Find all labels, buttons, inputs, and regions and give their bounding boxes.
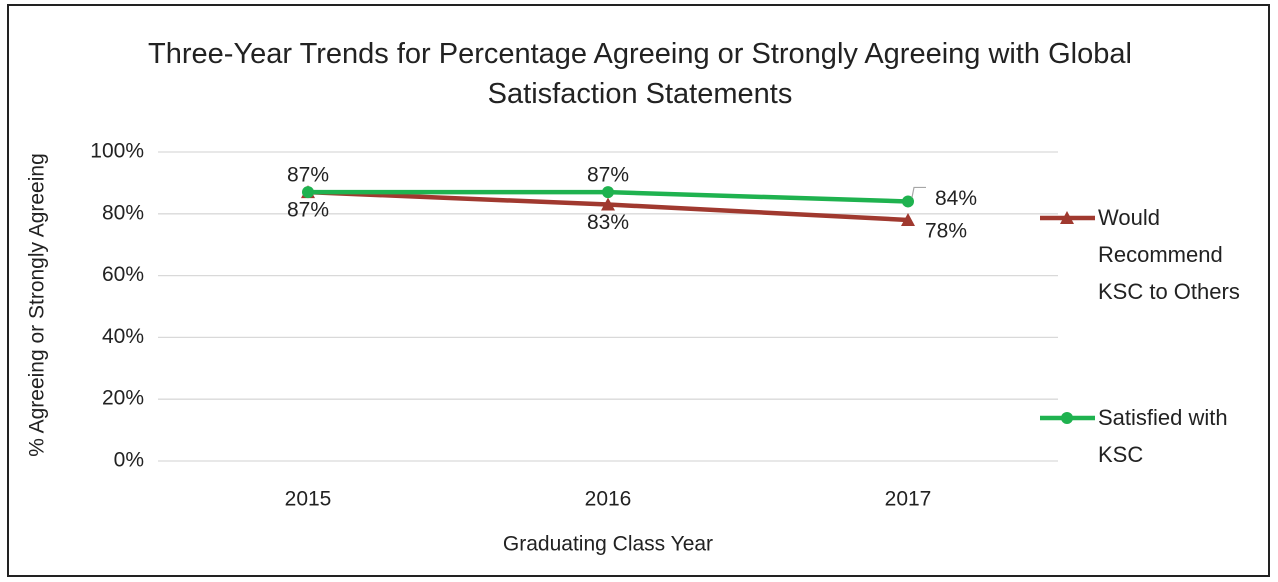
leader-line — [911, 186, 926, 198]
data-label: 83% — [587, 211, 629, 234]
y-tick-label: 100% — [90, 140, 144, 163]
y-axis-label: % Agreeing or Strongly Agreeing — [26, 153, 49, 457]
data-label: 87% — [287, 199, 329, 222]
x-tick-label: 2016 — [585, 488, 632, 511]
data-point — [601, 197, 615, 211]
y-tick-label: 60% — [102, 263, 144, 286]
x-tick-label: 2017 — [885, 488, 932, 511]
data-label: 87% — [587, 164, 629, 187]
data-label: 87% — [287, 164, 329, 187]
y-tick-label: 0% — [114, 449, 144, 472]
chart-title: Three-Year Trends for Percentage Agreein… — [148, 38, 1132, 110]
data-label: 78% — [925, 220, 967, 243]
y-tick-label: 20% — [102, 387, 144, 410]
y-tick-label: 40% — [102, 325, 144, 348]
x-tick-label: 2015 — [285, 488, 332, 511]
legend-marker — [1060, 211, 1074, 224]
legend-label: Would Recommend KSC to Others — [1098, 205, 1240, 304]
data-point — [902, 195, 914, 208]
data-point — [602, 186, 614, 199]
x-axis-label: Graduating Class Year — [503, 533, 713, 556]
data-point — [901, 212, 915, 226]
data-label: 84% — [935, 187, 977, 210]
chart-border — [7, 4, 1270, 577]
legend-marker — [1061, 412, 1073, 424]
data-point — [302, 186, 314, 199]
y-tick-label: 80% — [102, 201, 144, 224]
legend-label: Satisfied with KSC — [1098, 405, 1228, 467]
